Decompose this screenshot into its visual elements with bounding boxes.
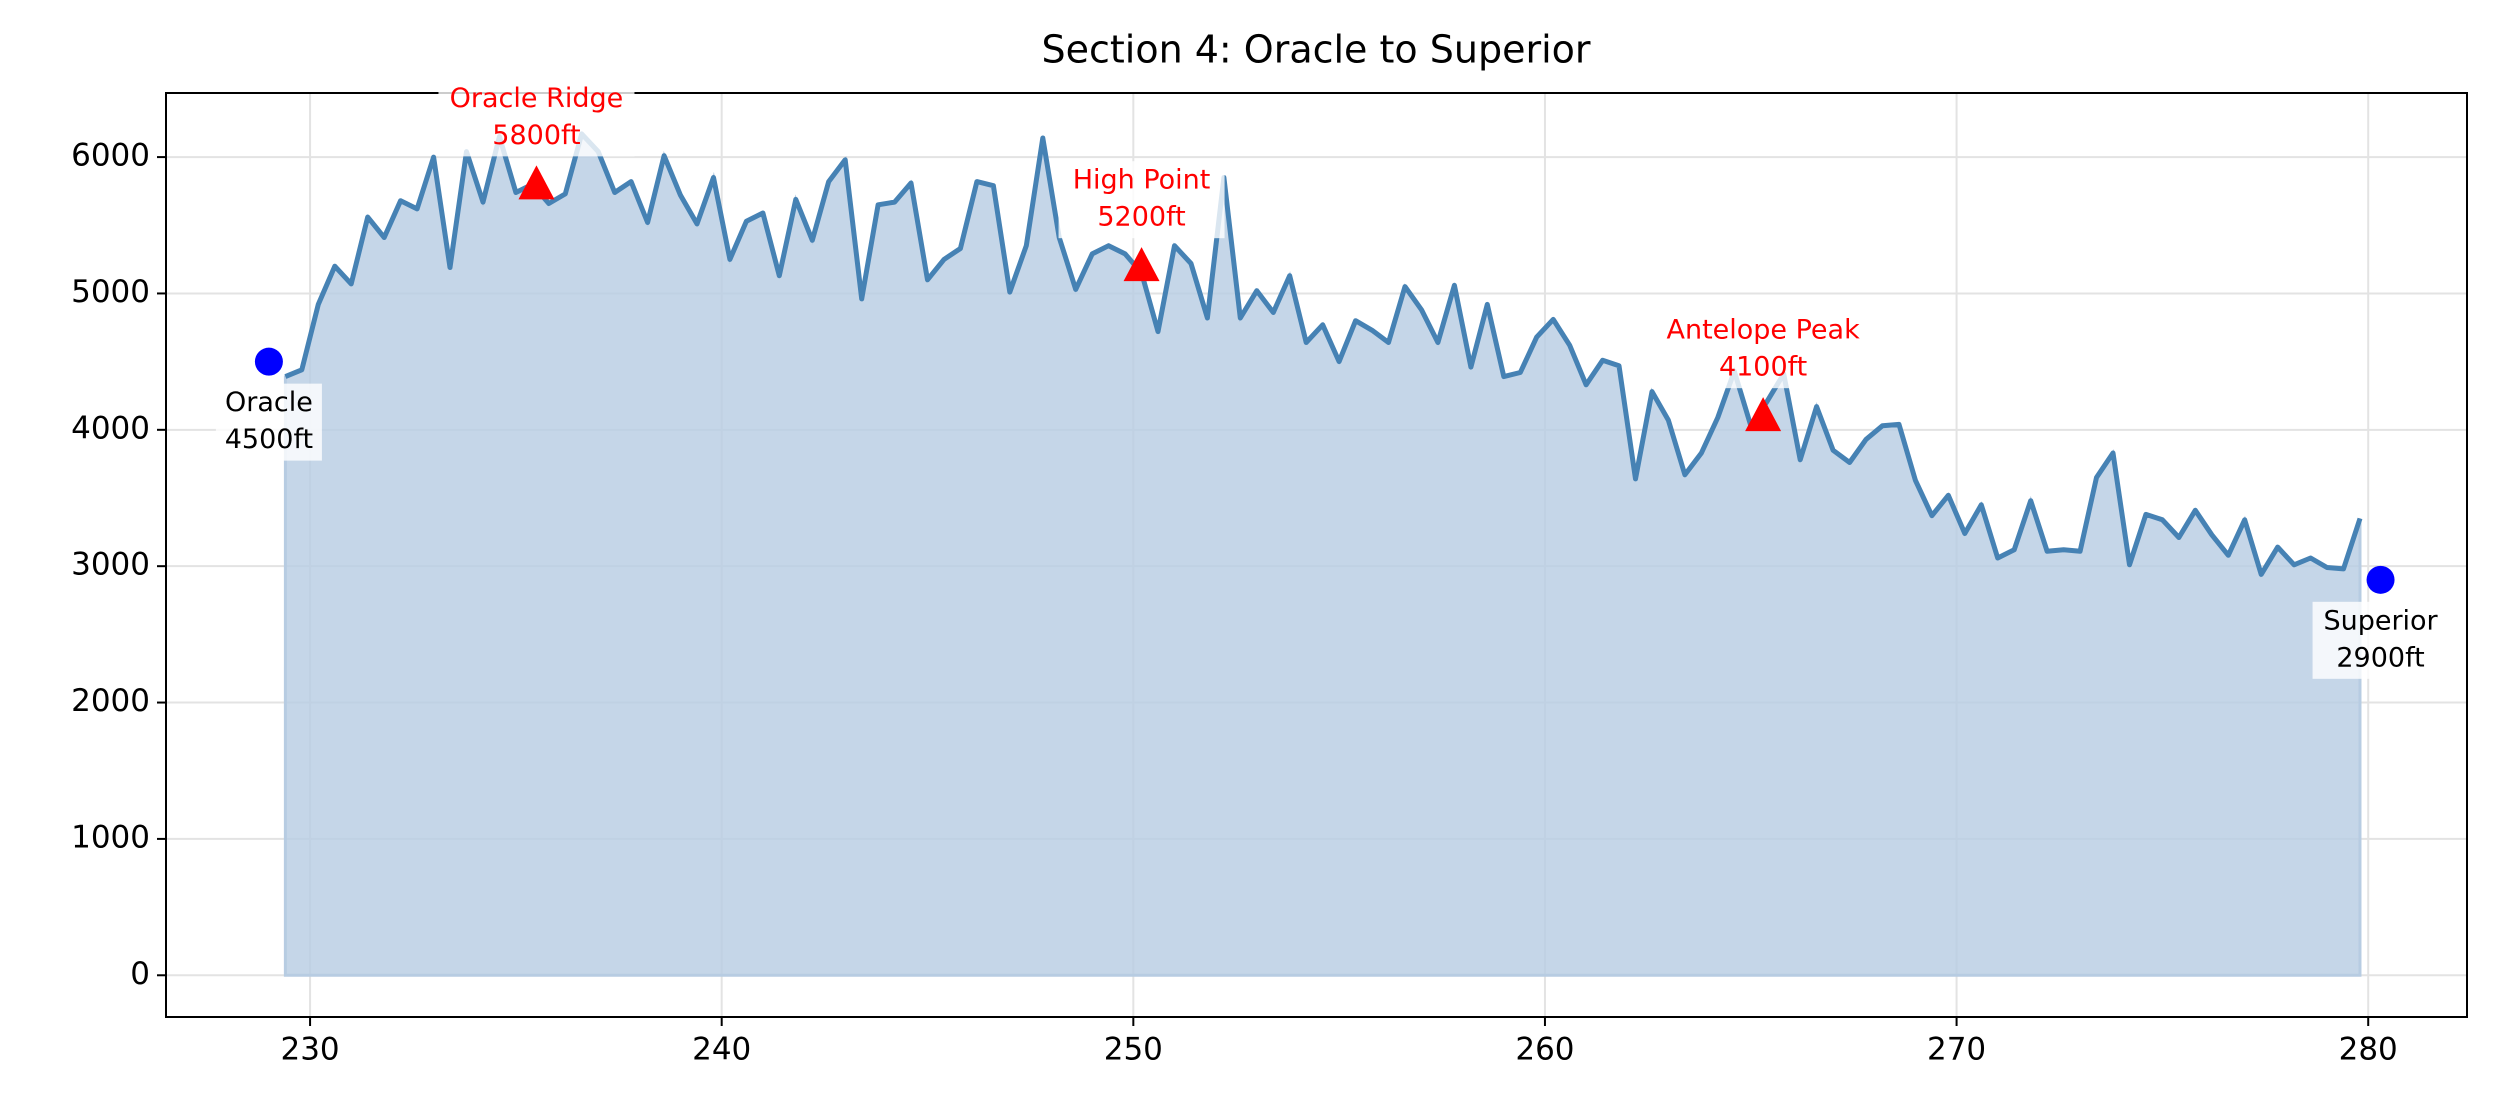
waypoint-label: 2900ft <box>2336 642 2424 673</box>
y-tick-label: 1000 <box>71 819 150 855</box>
waypoint-marker <box>2366 565 2395 594</box>
y-tick-label: 2000 <box>71 683 150 719</box>
x-tick-label: 240 <box>692 1032 751 1068</box>
y-tick-label: 6000 <box>71 138 150 174</box>
waypoint-marker <box>254 347 283 376</box>
peak-marker <box>1745 397 1782 432</box>
label-box <box>1657 311 1869 389</box>
waypoint-label: 4500ft <box>225 424 313 455</box>
y-tick-label: 4000 <box>71 410 150 446</box>
label-box <box>1058 161 1225 239</box>
x-tick-label: 270 <box>1927 1032 1986 1068</box>
y-tick-label: 0 <box>130 956 150 992</box>
waypoint-label: 5200ft <box>1097 202 1185 233</box>
label-box <box>438 79 635 157</box>
waypoint-label: 5800ft <box>492 120 580 151</box>
y-tick-label: 3000 <box>71 547 150 583</box>
waypoint-label: Superior <box>2323 605 2438 636</box>
axes-frame <box>165 92 2468 1018</box>
area-fill <box>283 130 2362 977</box>
waypoint-label: Oracle <box>225 387 313 418</box>
x-tick-label: 280 <box>2339 1032 2398 1068</box>
peak-marker <box>1123 247 1160 282</box>
x-tick-label: 250 <box>1104 1032 1163 1068</box>
x-tick-label: 230 <box>280 1032 339 1068</box>
elevation-line <box>284 131 2363 577</box>
y-tick-label: 5000 <box>71 274 150 310</box>
waypoint-label: 4100ft <box>1719 352 1807 383</box>
waypoint-label: High Point <box>1073 165 1211 196</box>
chart-title: Section 4: Oracle to Superior <box>1041 28 1590 72</box>
waypoint-label: Oracle Ridge <box>450 83 624 114</box>
label-box <box>215 383 322 461</box>
waypoint-label: Antelope Peak <box>1666 315 1860 346</box>
x-tick-label: 260 <box>1515 1032 1574 1068</box>
peak-marker <box>518 165 555 200</box>
label-box <box>2312 601 2449 679</box>
